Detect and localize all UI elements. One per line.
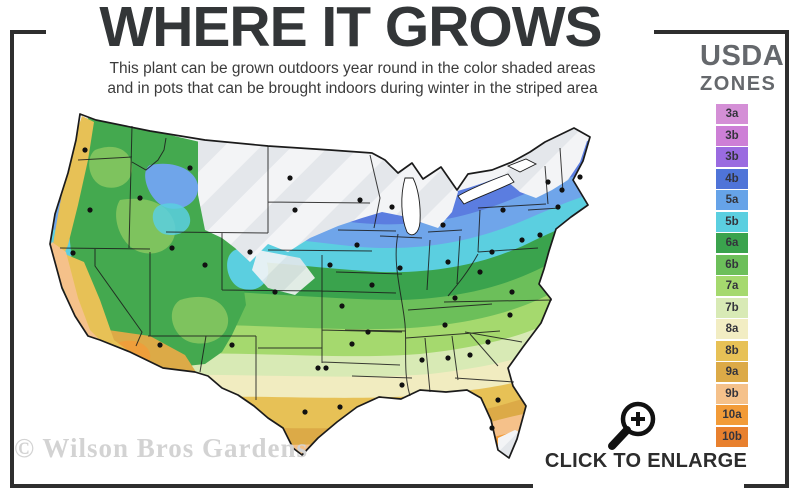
legend-zone-7b: 7b — [716, 297, 748, 318]
lake-erie — [457, 173, 515, 205]
city-dot — [495, 397, 501, 403]
city-dot — [419, 357, 425, 363]
city-dot — [327, 262, 333, 268]
city-dot — [489, 249, 495, 255]
city-dot — [82, 147, 88, 153]
legend-zone-5b: 5b — [716, 211, 748, 232]
legend-zone-6b: 6b — [716, 254, 748, 275]
legend-zone-5a: 5a — [716, 190, 748, 210]
subtitle: This plant can be grown outdoors year ro… — [40, 59, 665, 99]
city-dot — [202, 262, 208, 268]
subtitle-line-1: This plant can be grown outdoors year ro… — [109, 60, 596, 77]
legend-zone-3b: 3b — [716, 125, 748, 146]
city-dot — [169, 245, 175, 251]
frame-bottom-right — [744, 484, 789, 488]
legend-zone-9b: 9b — [716, 383, 748, 404]
usda-zones-legend: USDA ZONES 3a 3b 3b 4b 5a 5b 6a 6b 7a 7b 8a 8b 9a 9b 1… — [700, 40, 785, 448]
west-green-patch-wa — [89, 146, 133, 188]
legend-zone-8a: 8a — [716, 319, 748, 339]
city-dots — [70, 147, 583, 431]
city-dot — [477, 269, 483, 275]
city-dot — [445, 355, 451, 361]
legend-zone-10a: 10a — [716, 405, 748, 425]
striped-area-wyoming — [252, 250, 315, 295]
city-dot — [157, 342, 163, 348]
west-green-patch-nm — [171, 296, 229, 344]
city-dot — [389, 204, 395, 210]
city-dot — [577, 174, 583, 180]
subtitle-line-2: and in pots that can be brought indoors … — [107, 79, 598, 97]
city-dot — [137, 195, 143, 201]
city-dot — [315, 365, 321, 371]
city-dot — [287, 175, 293, 181]
legend-zone-3a: 3a — [716, 104, 748, 124]
legend-zone-9a: 9a — [716, 362, 748, 382]
city-dot — [229, 342, 235, 348]
legend-zones: 3a 3b 3b 4b 5a 5b 6a 6b 7a 7b 8a 8b 9a 9b 10a 10b — [700, 104, 764, 447]
rocky-cyan-patch-id — [152, 203, 191, 236]
frame-top-right — [654, 30, 789, 34]
city-dot — [555, 204, 561, 210]
legend-zone-7a: 7a — [716, 276, 748, 296]
city-dot — [519, 237, 525, 243]
legend-zone-4b: 4b — [716, 168, 748, 189]
city-dot — [365, 329, 371, 335]
legend-title-usda: USDA — [700, 40, 785, 72]
magnifier-icon[interactable] — [600, 399, 662, 453]
city-dot — [354, 242, 360, 248]
city-dot — [399, 382, 405, 388]
legend-zone-8b: 8b — [716, 340, 748, 361]
city-dot — [537, 232, 543, 238]
city-dot — [349, 341, 355, 347]
ca-valley-yellow — [58, 252, 130, 352]
city-dot — [440, 222, 446, 228]
city-dot — [247, 249, 253, 255]
frame-bottom-left — [10, 484, 533, 488]
ca-coast-peach — [50, 242, 100, 340]
rocky-blue-patch — [145, 163, 199, 209]
zone-band-8b — [50, 350, 590, 458]
city-dot — [509, 289, 515, 295]
lake-ontario — [506, 158, 538, 173]
frame-top-left — [10, 30, 46, 34]
city-dot — [70, 250, 76, 256]
city-dot — [339, 303, 345, 309]
page-title: WHERE IT GROWS — [99, 0, 602, 59]
city-dot — [452, 295, 458, 301]
frame-right — [785, 30, 789, 488]
city-dot — [442, 322, 448, 328]
city-dot — [397, 265, 403, 271]
lake-michigan — [401, 177, 421, 236]
watermark: © Wilson Bros Gardens — [14, 433, 308, 463]
city-dot — [323, 365, 329, 371]
legend-zone-10b: 10b — [716, 426, 748, 447]
pnw-coast-yellow — [52, 116, 94, 268]
city-dot — [369, 282, 375, 288]
city-dot — [500, 207, 506, 213]
state-borders — [59, 125, 564, 400]
legend-zone-6a: 6a — [716, 233, 748, 253]
frame-left — [10, 30, 14, 488]
striped-area-newengland — [500, 130, 588, 198]
city-dot — [559, 187, 565, 193]
city-dot — [545, 179, 551, 185]
city-dot — [445, 259, 451, 265]
city-dot — [467, 352, 473, 358]
city-dot — [187, 165, 193, 171]
city-dot — [357, 197, 363, 203]
city-dot — [87, 207, 93, 213]
city-dot — [507, 312, 513, 318]
click-to-enlarge-button[interactable]: CLICK TO ENLARGE — [544, 450, 748, 472]
legend-zone-3b: 3b — [716, 147, 748, 167]
city-dot — [272, 289, 278, 295]
city-dot — [302, 409, 308, 415]
city-dot — [292, 207, 298, 213]
us-outline — [49, 113, 591, 459]
city-dot — [337, 404, 343, 410]
city-dot — [485, 339, 491, 345]
city-dot — [489, 425, 495, 431]
legend-title-zones: ZONES — [700, 73, 777, 95]
